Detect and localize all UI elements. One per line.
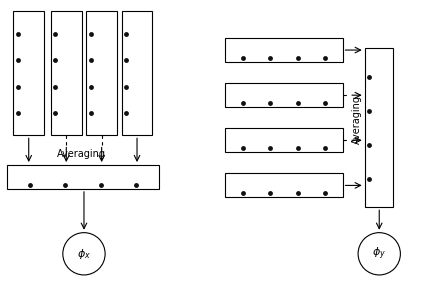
Text: $\phi_x$: $\phi_x$ <box>77 247 91 261</box>
Text: $\phi_y$: $\phi_y$ <box>372 246 386 262</box>
Bar <box>225 38 343 62</box>
Bar <box>13 11 44 135</box>
Ellipse shape <box>63 233 105 275</box>
Text: Averaging: Averaging <box>352 95 362 144</box>
Bar <box>86 11 117 135</box>
Bar <box>7 165 159 189</box>
Bar <box>225 128 343 152</box>
Bar <box>225 173 343 197</box>
Bar <box>51 11 82 135</box>
Ellipse shape <box>358 233 400 275</box>
Text: Averaging: Averaging <box>57 149 106 159</box>
Bar <box>365 48 393 207</box>
Bar <box>122 11 152 135</box>
Bar <box>225 83 343 107</box>
